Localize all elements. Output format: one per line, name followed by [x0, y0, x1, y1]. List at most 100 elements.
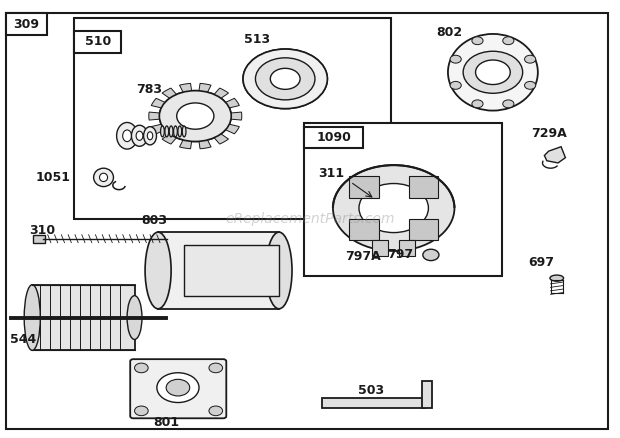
Circle shape — [503, 37, 514, 45]
Bar — [322, 398, 425, 408]
Wedge shape — [151, 98, 195, 116]
Wedge shape — [195, 88, 229, 116]
Polygon shape — [544, 147, 565, 163]
Wedge shape — [195, 98, 239, 116]
Text: 510: 510 — [85, 35, 111, 48]
Polygon shape — [409, 219, 438, 240]
Ellipse shape — [161, 126, 164, 137]
Text: 803: 803 — [141, 214, 167, 227]
Circle shape — [209, 406, 223, 416]
Wedge shape — [162, 116, 195, 144]
Ellipse shape — [123, 130, 131, 141]
Bar — [6, 13, 47, 35]
Wedge shape — [180, 83, 195, 116]
Bar — [184, 245, 279, 296]
Bar — [158, 232, 279, 309]
Text: 729A: 729A — [531, 127, 567, 140]
Text: 309: 309 — [14, 18, 40, 31]
Text: eReplacementParts.com: eReplacementParts.com — [225, 212, 395, 226]
Text: 513: 513 — [244, 33, 270, 46]
Circle shape — [209, 363, 223, 373]
Polygon shape — [349, 219, 379, 240]
Circle shape — [472, 100, 483, 108]
Ellipse shape — [131, 125, 148, 146]
Circle shape — [525, 55, 536, 63]
Text: 1090: 1090 — [316, 131, 351, 144]
Polygon shape — [349, 177, 379, 198]
Circle shape — [135, 363, 148, 373]
Ellipse shape — [117, 123, 138, 149]
Circle shape — [159, 91, 231, 141]
Ellipse shape — [182, 126, 186, 137]
Text: 311: 311 — [319, 166, 345, 180]
Circle shape — [159, 91, 231, 141]
Ellipse shape — [174, 126, 177, 137]
Ellipse shape — [24, 285, 40, 350]
Text: 783: 783 — [136, 83, 162, 96]
Bar — [304, 127, 363, 148]
Polygon shape — [409, 177, 438, 198]
Bar — [304, 123, 502, 276]
Bar — [32, 285, 135, 350]
Wedge shape — [162, 88, 195, 116]
Bar — [260, 60, 313, 99]
Wedge shape — [151, 116, 195, 134]
Circle shape — [177, 103, 214, 129]
Circle shape — [255, 58, 315, 100]
Wedge shape — [195, 116, 211, 149]
FancyBboxPatch shape — [130, 359, 226, 418]
Ellipse shape — [448, 34, 538, 111]
Bar — [74, 18, 391, 219]
Circle shape — [503, 100, 514, 108]
Ellipse shape — [148, 132, 153, 140]
Wedge shape — [149, 112, 195, 120]
Wedge shape — [195, 83, 211, 116]
Circle shape — [525, 81, 536, 89]
Ellipse shape — [94, 168, 113, 187]
Circle shape — [450, 81, 461, 89]
Wedge shape — [195, 116, 229, 144]
Ellipse shape — [144, 127, 156, 145]
Text: 503: 503 — [358, 384, 384, 397]
Wedge shape — [180, 116, 195, 149]
Ellipse shape — [127, 296, 142, 339]
Text: 310: 310 — [29, 224, 55, 237]
Circle shape — [135, 406, 148, 416]
Text: 797: 797 — [387, 248, 413, 261]
Circle shape — [270, 68, 300, 89]
Wedge shape — [195, 112, 242, 120]
Circle shape — [476, 60, 510, 85]
Circle shape — [243, 49, 327, 109]
Circle shape — [333, 165, 454, 251]
Ellipse shape — [255, 67, 280, 91]
Bar — [74, 31, 121, 53]
Circle shape — [359, 184, 428, 233]
Ellipse shape — [178, 126, 182, 137]
Ellipse shape — [99, 173, 108, 181]
Ellipse shape — [169, 126, 173, 137]
Circle shape — [177, 103, 214, 129]
Wedge shape — [195, 116, 239, 134]
Ellipse shape — [165, 126, 169, 137]
Circle shape — [472, 37, 483, 45]
Circle shape — [423, 249, 439, 261]
Bar — [422, 381, 432, 408]
Ellipse shape — [136, 131, 143, 141]
Bar — [399, 240, 415, 256]
Circle shape — [255, 58, 315, 100]
Ellipse shape — [266, 232, 292, 309]
Text: 697: 697 — [528, 256, 554, 269]
Text: 801: 801 — [153, 416, 179, 429]
Circle shape — [450, 55, 461, 63]
Text: 544: 544 — [11, 333, 37, 346]
Circle shape — [157, 373, 199, 403]
Ellipse shape — [145, 232, 171, 309]
Circle shape — [166, 379, 190, 396]
Bar — [33, 235, 45, 243]
Circle shape — [463, 51, 523, 93]
Text: 1051: 1051 — [35, 171, 70, 184]
Circle shape — [270, 68, 300, 89]
Bar — [372, 240, 388, 256]
Ellipse shape — [550, 275, 564, 281]
Text: 797A: 797A — [345, 250, 381, 263]
